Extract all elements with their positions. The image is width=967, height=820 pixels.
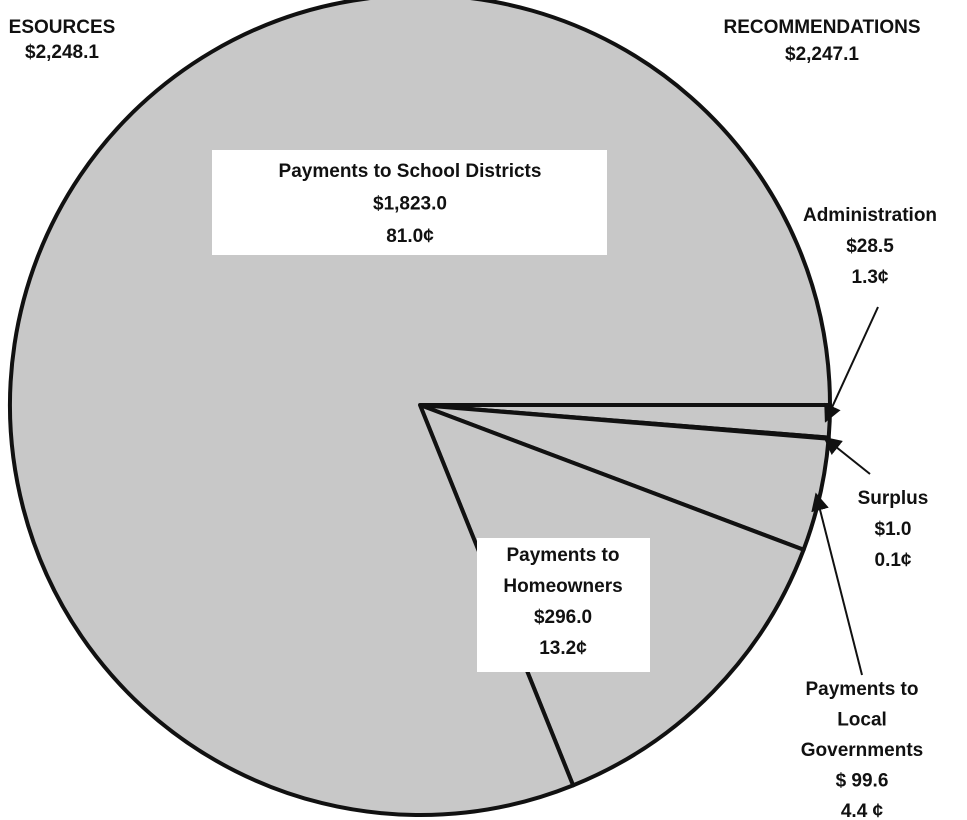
slice-share-label: 4.4 ¢ — [841, 801, 884, 820]
slice-label: Payments to Local Governments — [801, 679, 923, 761]
right-title: RECOMMENDATIONS — [723, 17, 920, 38]
slice-value-label: $296.0 — [534, 607, 592, 628]
slice-value-label: $1,823.0 — [373, 194, 447, 215]
leader-arrow — [823, 436, 871, 475]
slice-label: Payments to School Districts — [279, 161, 542, 182]
slice-share-label: 13.2¢ — [539, 638, 587, 659]
slice-label: Surplus — [858, 488, 929, 509]
right-total: $2,247.1 — [785, 44, 859, 65]
label-box — [477, 538, 650, 672]
label-box — [212, 150, 607, 255]
slice-share-label: 81.0¢ — [386, 226, 434, 247]
slice-label: Administration — [803, 205, 937, 226]
leader-arrow — [824, 306, 879, 423]
slice-label: Payments to Homeowners — [503, 545, 622, 597]
slice-share-label: 0.1¢ — [875, 550, 912, 571]
slice-share-label: 1.3¢ — [852, 267, 889, 288]
slice-value-label: $1.0 — [875, 519, 912, 540]
left-title: ESOURCES — [9, 17, 116, 38]
slice-value-label: $ 99.6 — [836, 771, 889, 792]
leader-arrow — [811, 492, 863, 676]
left-total: $2,248.1 — [25, 42, 99, 63]
slice-value-label: $28.5 — [846, 236, 894, 257]
